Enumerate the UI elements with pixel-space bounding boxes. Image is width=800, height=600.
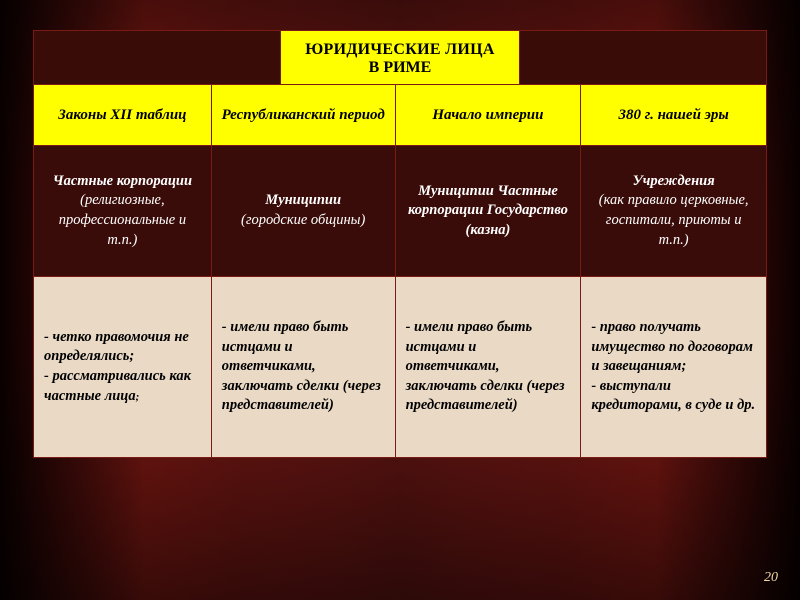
details-col3: - имели право быть истцами и ответчиками… bbox=[395, 277, 581, 458]
title-spacer-right bbox=[520, 31, 767, 88]
page-number: 20 bbox=[764, 570, 778, 586]
details-col2: - имели право быть истцами и ответчиками… bbox=[211, 277, 395, 458]
title-line1: ЮРИДИЧЕСКИЕ ЛИЦА bbox=[282, 41, 518, 59]
header-col2: Республиканский период bbox=[211, 85, 395, 146]
cat2-rest: (городские общины) bbox=[241, 212, 365, 228]
category-col4: Учреждения (как правило церковные, госпи… bbox=[581, 146, 767, 277]
category-col3: Муниципии Частные корпорации Государство… bbox=[395, 146, 581, 277]
cat4-rest: (как правило церковные, госпитали, приют… bbox=[599, 192, 749, 247]
header-col1: Законы XII таблиц bbox=[34, 85, 212, 146]
main-table: Законы XII таблиц Республиканский период… bbox=[33, 84, 767, 458]
category-row: Частные корпорации (религиозные, професс… bbox=[34, 146, 767, 277]
header-col3: Начало империи bbox=[395, 85, 581, 146]
details-col1: - четко правомочия не определялись;- рас… bbox=[34, 277, 212, 458]
table-title: ЮРИДИЧЕСКИЕ ЛИЦА В РИМЕ bbox=[280, 31, 519, 88]
category-col1: Частные корпорации (религиозные, професс… bbox=[34, 146, 212, 277]
title-line2: В РИМЕ bbox=[282, 59, 518, 77]
cat1-bold: Частные корпорации bbox=[53, 173, 192, 189]
details-col4: - право получать имущество по договорам … bbox=[581, 277, 767, 458]
category-col2: Муниципии (городские общины) bbox=[211, 146, 395, 277]
details-row: - четко правомочия не определялись;- рас… bbox=[34, 277, 767, 458]
content-table: ЮРИДИЧЕСКИЕ ЛИЦА В РИМЕ bbox=[33, 30, 767, 88]
header-row: Законы XII таблиц Республиканский период… bbox=[34, 85, 767, 146]
det1-text: - четко правомочия не определялись;- рас… bbox=[44, 329, 191, 404]
title-row: ЮРИДИЧЕСКИЕ ЛИЦА В РИМЕ bbox=[34, 31, 767, 88]
slide: { "title": {"line1":"ЮРИДИЧЕСКИЕ ЛИЦА","… bbox=[0, 0, 800, 600]
cat4-bold: Учреждения bbox=[633, 173, 715, 189]
det1-tail: ; bbox=[136, 391, 140, 403]
cat3-bold: Муниципии Частные корпорации Государство… bbox=[408, 183, 568, 238]
cat2-bold: Муниципии bbox=[265, 192, 341, 208]
title-spacer-left bbox=[34, 31, 281, 88]
cat1-rest: (религиозные, профессиональные и т.п.) bbox=[59, 192, 186, 247]
header-col4: 380 г. нашей эры bbox=[581, 85, 767, 146]
